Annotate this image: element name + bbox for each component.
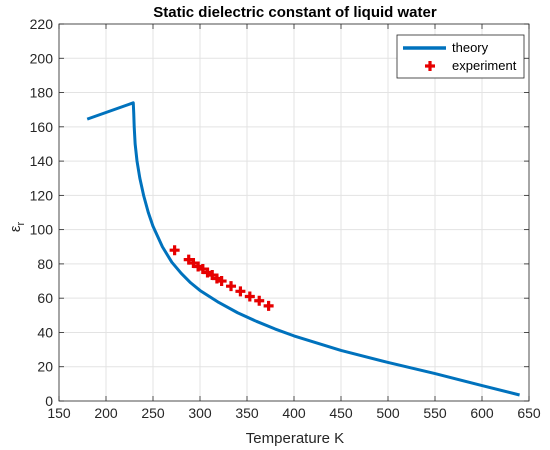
x-axis-label: Temperature K [246, 430, 344, 447]
x-tick-label: 300 [188, 405, 212, 421]
data-point-experiment [235, 286, 246, 297]
data-point-experiment [211, 273, 222, 284]
x-tick-label: 450 [329, 405, 353, 421]
svg-text:εr: εr [7, 221, 27, 232]
x-ticks: 150 200 250 300 350 400 450 500 550 600 650 [47, 24, 541, 421]
y-axis-label-symbol: ε [7, 225, 24, 232]
y-tick-label: 0 [45, 393, 53, 409]
legend-experiment-marker [425, 61, 435, 71]
data-point-experiment [183, 254, 194, 265]
x-tick-label: 250 [141, 405, 165, 421]
x-tick-label: 150 [47, 405, 71, 421]
data-point-experiment [263, 300, 274, 311]
y-tick-label: 180 [30, 85, 54, 101]
data-point-experiment [207, 270, 218, 281]
y-tick-label: 100 [30, 222, 54, 238]
data-point-experiment [254, 295, 265, 306]
y-axis-label-subscript: r [15, 221, 27, 225]
x-tick-label: 500 [376, 405, 400, 421]
y-tick-label: 200 [30, 50, 54, 66]
y-tick-label: 20 [37, 359, 53, 375]
y-tick-label: 40 [37, 324, 53, 340]
x-tick-label: 650 [517, 405, 541, 421]
legend-experiment-label: experiment [452, 58, 517, 73]
data-point-experiment [169, 245, 180, 256]
data-point-experiment [202, 267, 213, 278]
x-tick-label: 200 [94, 405, 118, 421]
y-tick-label: 160 [30, 119, 54, 135]
y-ticks: 0 20 40 60 80 100 120 140 160 180 200 220 [30, 16, 529, 409]
legend-box [396, 34, 525, 79]
y-tick-label: 220 [30, 16, 54, 32]
data-point-experiment [197, 264, 208, 275]
data-point-experiment [193, 261, 204, 272]
y-tick-label: 140 [30, 153, 54, 169]
y-tick-label: 120 [30, 187, 54, 203]
y-tick-label: 60 [37, 290, 53, 306]
y-tick-label: 80 [37, 256, 53, 272]
data-point-experiment [244, 291, 255, 302]
data-point-experiment [216, 276, 227, 287]
series-layer [86, 101, 520, 397]
series-line-theory [86, 101, 520, 397]
x-tick-label: 400 [282, 405, 306, 421]
legend-theory-label: theory [452, 40, 489, 55]
x-tick-label: 550 [423, 405, 447, 421]
x-tick-label: 600 [470, 405, 494, 421]
data-point-experiment [188, 258, 199, 269]
y-axis-label: εr [7, 221, 27, 232]
data-point-experiment [226, 281, 237, 292]
chart-title: Static dielectric constant of liquid wat… [153, 4, 437, 21]
x-tick-label: 350 [235, 405, 259, 421]
legend: theory experiment [396, 34, 525, 79]
